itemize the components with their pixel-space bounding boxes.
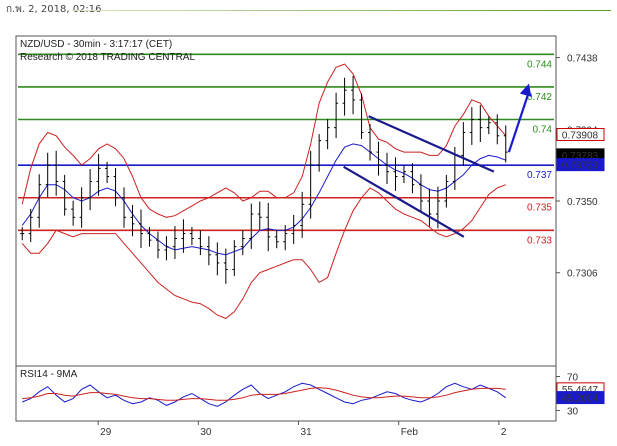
level-label-4: 0.735: [527, 203, 552, 214]
level-label-5: 0.733: [527, 235, 552, 246]
level-label-0: 0.744: [527, 59, 552, 70]
indicator-line-0: [21, 63, 507, 218]
level-label-1: 0.742: [527, 92, 552, 103]
main-plot-area: [15, 35, 557, 367]
level-label-2: 0.74: [533, 125, 553, 136]
price-badge-2: [556, 158, 605, 172]
x-tick-label-0: 29: [100, 427, 112, 438]
chart-subtitle: Research © 2018 TRADING CENTRAL: [20, 52, 195, 63]
forecast-arrow-head: [519, 83, 532, 97]
date-text: ก.พ. 2, 2018, 02:16: [6, 4, 102, 15]
x-tick-label-1: 30: [200, 427, 212, 438]
rsi-line-1: [22, 387, 506, 401]
level-label-3: 0.737: [527, 170, 552, 181]
rsi-line-0: [22, 382, 507, 407]
date-bar: ก.พ. 2, 2018, 02:16: [0, 0, 617, 20]
x-tick-label-3: Feb: [401, 427, 419, 438]
x-tick-label-4: 2: [501, 427, 507, 438]
rsi-lines: [22, 382, 507, 407]
x-tick-label-2: 31: [301, 427, 313, 438]
price-badge-0: [556, 127, 605, 141]
y-tick-label-3: 0.7306: [567, 269, 598, 280]
indicator-lines: [21, 63, 507, 319]
channel-line-1: [343, 165, 465, 238]
price-badge-text-2: 0.73723: [562, 161, 599, 172]
channel-lines: [343, 115, 495, 238]
forecast-arrow: [507, 83, 532, 153]
axes: 0.74380.73940.73500.73060.739080.737830.…: [97, 54, 605, 438]
rsi-badge-text-1: 45.2004: [562, 394, 599, 405]
indicator-line-2: [21, 184, 506, 319]
y-tick-label-0: 0.7438: [567, 54, 598, 65]
date-bar-rule: [72, 10, 611, 11]
candles: [20, 75, 508, 284]
rsi-badge-text-0: 55.4647: [562, 385, 599, 396]
rsi-tick-label-0: 70: [567, 373, 579, 384]
forecast-arrow-shaft: [507, 91, 530, 153]
rsi-title: RSI14 - 9MA: [20, 369, 78, 380]
chart-title: NZD/USD - 30min - 3:17:17 (CET): [20, 39, 172, 50]
rsi-badge-1: [556, 391, 605, 405]
indicator-line-1: [21, 143, 506, 256]
price-badge-text-1: 0.73783: [562, 151, 599, 162]
rsi-tick-label-1: 30: [567, 407, 579, 418]
price-badge-text-0: 0.73908: [562, 130, 599, 141]
channel-line-0: [368, 115, 495, 173]
y-tick-label-2: 0.7350: [567, 197, 598, 208]
